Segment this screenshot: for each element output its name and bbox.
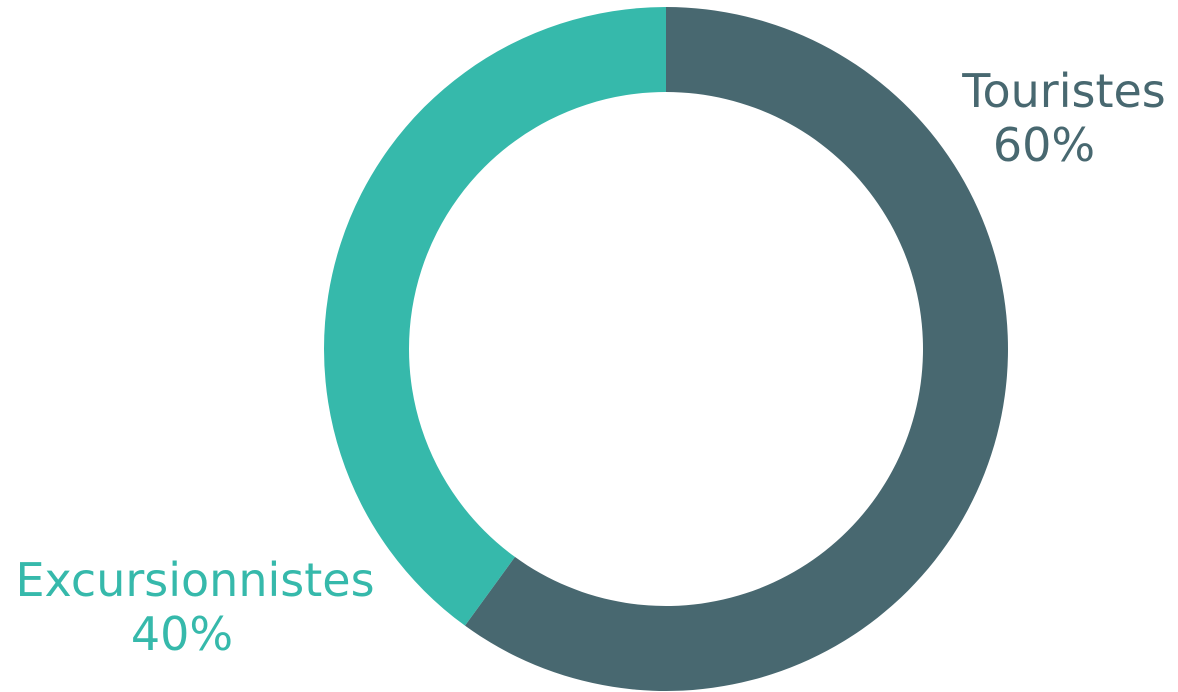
slice-label-touristes: Touristes 60% <box>950 64 1178 172</box>
donut-slice-touristes <box>464 7 1009 691</box>
donut-slice-excursionnistes <box>324 7 666 626</box>
slice-label-touristes-name: Touristes <box>962 64 1166 118</box>
slice-label-excursionnistes-value: 40% <box>130 607 234 661</box>
slice-label-excursionnistes-name: Excursionnistes <box>15 553 375 607</box>
slice-label-touristes-value: 60% <box>992 118 1096 172</box>
slice-label-excursionnistes: Excursionnistes 40% <box>0 553 390 661</box>
